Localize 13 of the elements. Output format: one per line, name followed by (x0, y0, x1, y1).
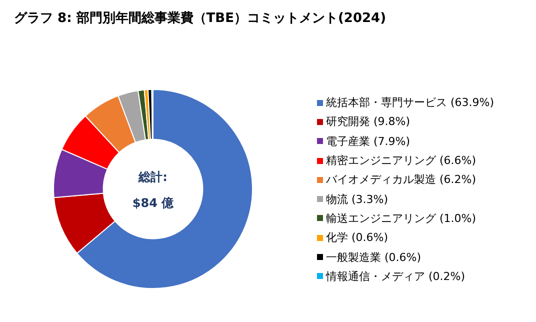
legend-label: 情報通信・メディア (0.2%) (326, 268, 466, 284)
legend-label: 電子産業 (7.9%) (326, 134, 410, 149)
legend-label: 研究開発 (9.8%) (326, 114, 410, 130)
legend-label: バイオメディカル製造 (6.2%) (326, 172, 476, 188)
legend-label: 一般製造業 (0.6%) (326, 250, 422, 265)
legend-label: 精密エンジニアリング (6.6%) (326, 153, 476, 168)
text: 総計: (137, 169, 168, 186)
legend-label: 化学 (0.6%) (326, 230, 388, 246)
legend-label: 輸送エンジニアリング (1.0%) (326, 210, 476, 226)
legend-label: 物流 (3.3%) (326, 192, 388, 207)
text: $84 億 (131, 195, 175, 212)
chart-title: グラフ 8: 部門別年間総事業費（TBE）コミットメント(2024) (14, 10, 386, 27)
legend-label: 統括本部・専門サービス (63.9%) (326, 95, 494, 110)
